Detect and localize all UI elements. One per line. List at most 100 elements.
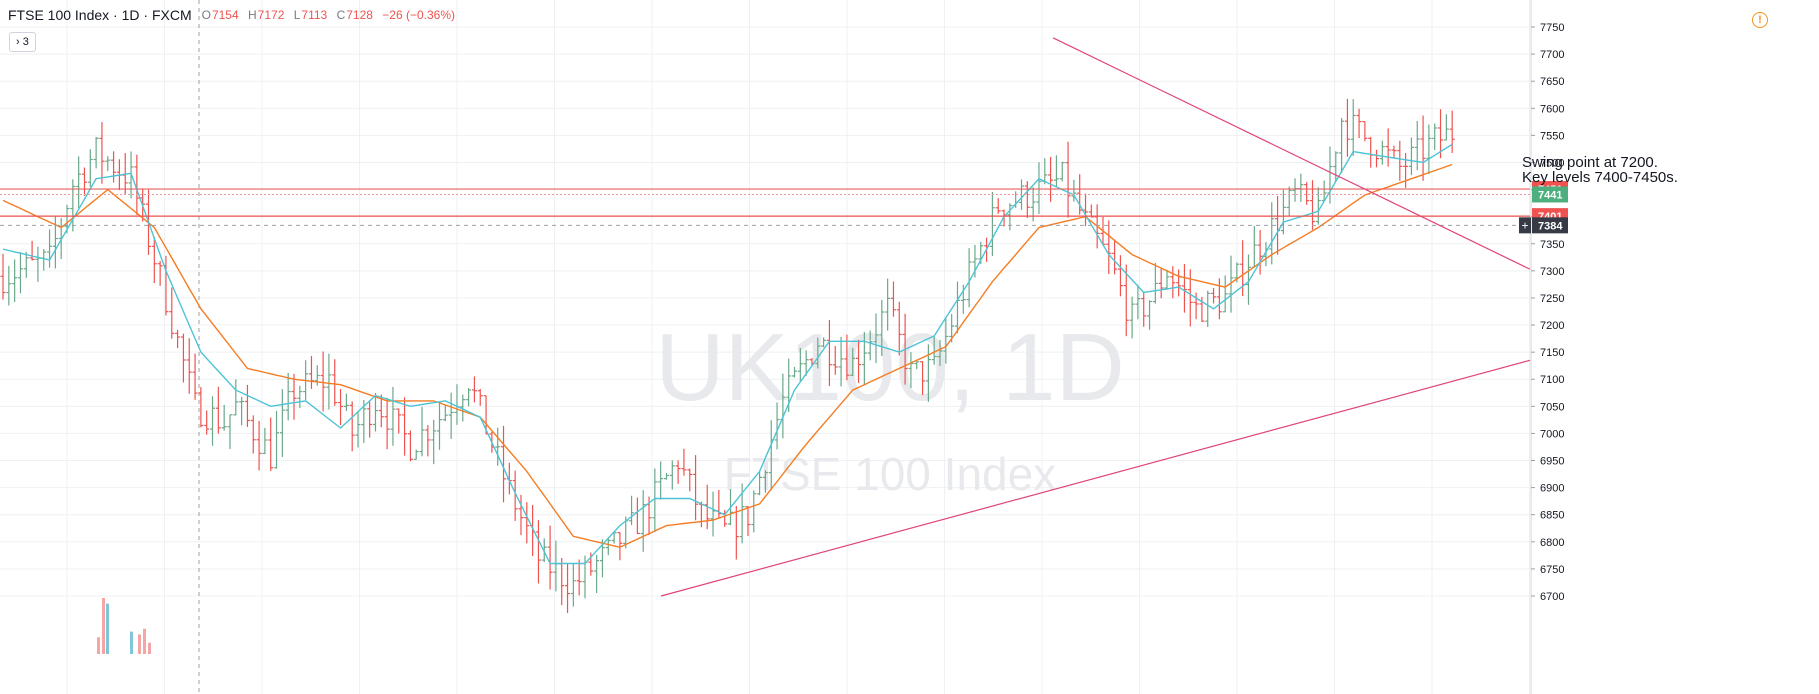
ohlc-bar	[1432, 123, 1438, 151]
ohlc-bar	[378, 394, 384, 428]
high-value: 7172	[257, 8, 285, 22]
ohlc-values: O7154 H7172 L7113 C7128 −26 (−0.36%)	[201, 8, 455, 22]
ohlc-bar	[1251, 225, 1257, 268]
ohlc-bar	[1403, 152, 1409, 188]
price-axis[interactable]: 6700 6750 6800 6850 6900 6950 7000 7050 7100 7150…	[1530, 0, 1819, 694]
ohlc-bar	[1024, 181, 1030, 218]
ohlc-bar	[687, 468, 693, 492]
ohlc-bar	[1164, 269, 1170, 290]
ohlc-bar	[1117, 255, 1123, 297]
y-tick-label: 7250	[1540, 293, 1564, 305]
close-value: 7128	[346, 8, 373, 22]
volume-bar	[143, 628, 146, 654]
ohlc-bar	[762, 470, 768, 493]
ohlc-bar	[35, 246, 41, 282]
moving-averages	[2, 143, 1453, 565]
ohlc-bar	[1438, 109, 1444, 159]
ohlc-bar	[1443, 114, 1449, 141]
symbol-title: FTSE 100 Index · 1D · FXCM	[8, 7, 192, 23]
y-tick-label: 7350	[1540, 239, 1564, 251]
ohlc-bar	[1339, 118, 1345, 174]
ohlc-bar	[925, 344, 931, 402]
ohlc-bar	[192, 353, 198, 400]
horizontal-levels[interactable]	[0, 188, 1530, 226]
ohlc-bar	[856, 339, 862, 383]
volume-bar	[138, 634, 141, 654]
watermark-ticker: UK100, 1D	[655, 314, 1125, 421]
ohlc-bar	[87, 149, 93, 187]
alert-icon[interactable]: !	[1752, 12, 1768, 28]
open-value: 7154	[211, 8, 239, 22]
y-tick-label: 6950	[1540, 456, 1564, 468]
chart-annotation[interactable]: Swing point at 7200. Key levels 7400-7450…	[1522, 155, 1678, 185]
ohlc-bar	[1158, 268, 1164, 299]
tag-box	[1532, 186, 1568, 203]
ohlc-bar	[215, 386, 221, 434]
ohlc-bar	[821, 337, 827, 348]
ohlc-bar	[1141, 292, 1147, 327]
y-tick-label: 7600	[1540, 103, 1564, 115]
ohlc-bar	[1176, 269, 1182, 297]
ohlc-bar	[1385, 128, 1391, 167]
y-tick-label: 7150	[1540, 347, 1564, 359]
trendlines[interactable]	[660, 37, 1531, 597]
ohlc-bar	[815, 337, 821, 369]
ohlc-bar	[844, 334, 850, 381]
ohlc-bar	[12, 259, 18, 303]
ohlc-bar	[70, 179, 76, 232]
ohlc-bar	[442, 404, 448, 422]
ohlc-bar	[1007, 203, 1013, 231]
ohlc-bar	[239, 396, 245, 426]
ohlc-bar	[693, 455, 699, 521]
ohlc-bar	[547, 525, 553, 590]
ohlc-bar	[943, 318, 949, 364]
change-value: −26 (−0.36%)	[382, 8, 455, 22]
ohlc-bar	[605, 537, 611, 556]
ohlc-bar	[663, 472, 669, 480]
annotation-line-1: Swing point at 7200.	[1522, 154, 1658, 171]
ohlc-bar	[349, 401, 355, 452]
ohlc-bar	[1048, 156, 1054, 202]
ohlc-bar	[832, 346, 838, 375]
ohlc-bar	[1391, 145, 1397, 158]
trendline-resistance	[1052, 37, 1531, 270]
ohlc-bar	[920, 361, 926, 396]
ohlc-bar	[23, 251, 29, 278]
ohlc-bar	[221, 404, 227, 431]
ohlc-bar	[1426, 124, 1432, 175]
ohlc-bar	[1152, 262, 1158, 304]
ohlc-bar	[477, 388, 483, 406]
ohlc-bar	[658, 461, 664, 500]
ohlc-bar	[1088, 204, 1094, 218]
ohlc-bar	[1170, 266, 1176, 299]
volume-bar	[130, 631, 133, 654]
tag-box	[1532, 217, 1568, 234]
ohlc-bar	[599, 539, 605, 578]
ohlc-bar	[291, 373, 297, 420]
y-tick-label: 7050	[1540, 401, 1564, 413]
chart-grid	[0, 0, 1530, 694]
ohlc-bar	[890, 281, 896, 317]
ohlc-bar	[0, 253, 6, 300]
ohlc-bar	[989, 192, 995, 256]
ohlc-bar	[1211, 287, 1217, 304]
ohlc-bar	[867, 330, 873, 361]
y-tick-label: 6850	[1540, 510, 1564, 522]
y-tick-label: 7300	[1540, 266, 1564, 278]
y-tick-label: 7550	[1540, 130, 1564, 142]
low-value: 7113	[301, 8, 328, 22]
ohlc-bar	[745, 506, 751, 536]
ohlc-bar	[966, 248, 972, 308]
ohlc-bar	[279, 389, 285, 457]
ohlc-bar	[431, 419, 437, 465]
ohlc-bar	[6, 265, 12, 306]
ohlc-bar	[76, 156, 82, 208]
ohlc-bar	[169, 287, 175, 339]
indicators-toggle-button[interactable]: › 3	[9, 32, 36, 52]
y-tick-label: 6800	[1540, 537, 1564, 549]
ohlc-bar	[1216, 278, 1222, 320]
ohlc-bar	[634, 497, 640, 535]
ohlc-bar	[512, 470, 518, 521]
ohlc-bar	[535, 520, 541, 584]
